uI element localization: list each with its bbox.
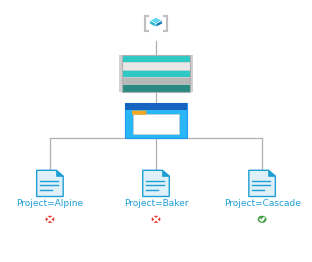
- Circle shape: [151, 215, 161, 223]
- FancyBboxPatch shape: [119, 55, 122, 92]
- Polygon shape: [156, 20, 162, 27]
- FancyBboxPatch shape: [133, 114, 179, 134]
- Polygon shape: [249, 170, 275, 196]
- Text: Project=Baker: Project=Baker: [124, 199, 188, 208]
- Polygon shape: [37, 170, 63, 196]
- Polygon shape: [150, 18, 162, 24]
- Circle shape: [257, 215, 267, 223]
- FancyBboxPatch shape: [125, 103, 187, 110]
- FancyBboxPatch shape: [132, 111, 146, 115]
- Text: Project=Cascade: Project=Cascade: [224, 199, 300, 208]
- FancyBboxPatch shape: [125, 103, 187, 138]
- Polygon shape: [268, 170, 275, 176]
- Text: Project=Alpine: Project=Alpine: [16, 199, 84, 208]
- Polygon shape: [162, 170, 169, 176]
- FancyBboxPatch shape: [122, 55, 190, 62]
- FancyBboxPatch shape: [122, 77, 190, 84]
- FancyBboxPatch shape: [122, 70, 190, 77]
- Polygon shape: [143, 170, 169, 196]
- Circle shape: [45, 215, 55, 223]
- FancyBboxPatch shape: [190, 55, 193, 92]
- Polygon shape: [150, 20, 156, 27]
- Polygon shape: [56, 170, 63, 176]
- FancyBboxPatch shape: [122, 62, 190, 70]
- FancyBboxPatch shape: [122, 84, 190, 92]
